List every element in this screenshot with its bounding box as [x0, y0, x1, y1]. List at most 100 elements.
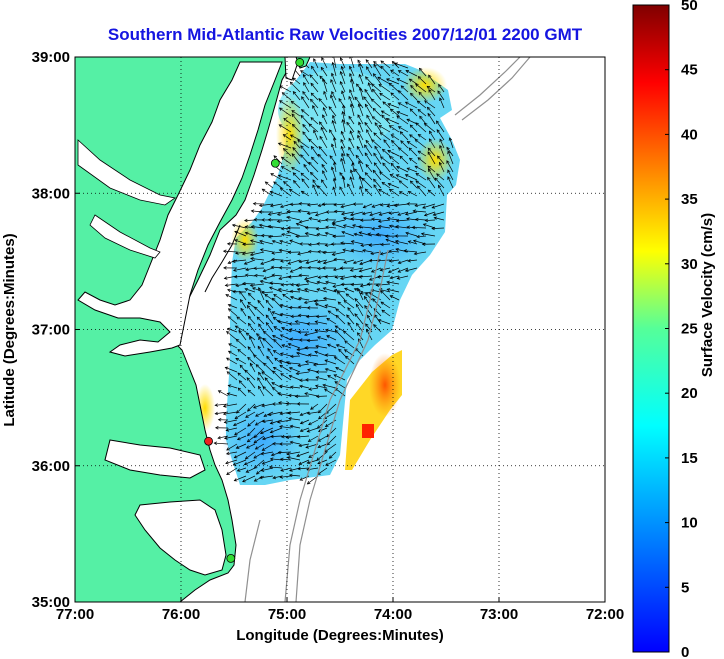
velocity-vector: [217, 435, 229, 439]
velocity-vector-head: [357, 134, 361, 139]
velocity-vector-head: [282, 293, 286, 298]
velocity-vector: [325, 226, 337, 229]
velocity-vector-head: [269, 430, 274, 434]
velocity-vector-head: [322, 296, 327, 301]
velocity-vector: [372, 108, 382, 117]
velocity-vector-head: [313, 129, 317, 134]
velocity-vector-head: [404, 212, 409, 216]
velocity-vector: [381, 309, 391, 317]
velocity-vector: [265, 300, 274, 309]
velocity-vector-head: [367, 314, 371, 319]
velocity-vector: [317, 435, 328, 442]
velocity-vector: [424, 100, 436, 109]
velocity-vector-head: [321, 266, 326, 270]
velocity-vector: [332, 62, 337, 77]
velocity-vector-head: [358, 121, 362, 126]
velocity-vector-head: [291, 167, 295, 171]
velocity-vector: [348, 147, 355, 157]
velocity-vector-head: [427, 147, 432, 152]
velocity-vector-head: [318, 121, 323, 126]
velocity-vector: [364, 172, 373, 181]
velocity-vector-head: [258, 210, 263, 214]
velocity-vector-head: [397, 212, 401, 216]
velocity-vector: [263, 275, 274, 280]
velocity-vector-head: [303, 332, 308, 337]
velocity-vector-head: [328, 106, 332, 110]
velocity-vector: [237, 349, 247, 357]
velocity-vector-head: [352, 274, 357, 279]
velocity-vector-head: [279, 312, 284, 317]
velocity-vector: [359, 87, 364, 101]
velocity-vector-head: [372, 298, 376, 302]
velocity-vector-head: [340, 204, 344, 209]
velocity-vector: [287, 259, 301, 265]
velocity-vector: [259, 475, 274, 479]
velocity-vector: [331, 143, 337, 157]
velocity-vector-head: [331, 222, 336, 227]
velocity-vector: [409, 124, 418, 133]
velocity-vector-head: [298, 259, 302, 264]
velocity-vector: [422, 203, 436, 209]
velocity-vector-head: [312, 105, 316, 109]
velocity-vector: [365, 292, 373, 301]
velocity-vector-head: [326, 317, 330, 322]
velocity-vector: [404, 250, 418, 253]
velocity-vector: [347, 307, 355, 317]
velocity-vector: [247, 419, 256, 427]
velocity-vector-head: [357, 114, 361, 118]
velocity-vector: [378, 189, 391, 197]
velocity-vector-head: [265, 314, 270, 319]
velocity-vector: [389, 188, 400, 197]
velocity-vector-head: [239, 298, 244, 303]
velocity-vector: [247, 403, 256, 412]
velocity-vector-head: [374, 145, 378, 150]
velocity-vector: [332, 187, 337, 197]
velocity-vector-head: [389, 108, 394, 112]
velocity-vector-head: [394, 62, 398, 66]
velocity-vector: [308, 243, 319, 246]
velocity-vector-head: [408, 147, 413, 151]
velocity-vector-head: [253, 455, 258, 459]
velocity-vector: [318, 154, 328, 165]
velocity-vector: [396, 115, 409, 125]
velocity-vector: [308, 387, 319, 390]
colorbar-tick-label: 15: [681, 450, 698, 467]
velocity-vector-head: [297, 209, 302, 213]
velocity-vector: [417, 157, 427, 165]
velocity-vector-head: [362, 249, 366, 253]
velocity-vector: [235, 325, 247, 333]
velocity-vector: [405, 232, 418, 237]
velocity-vector: [335, 330, 346, 341]
velocity-vector-head: [334, 381, 339, 385]
velocity-vector-head: [377, 219, 382, 223]
y-tick-label: 37:00: [32, 322, 70, 339]
velocity-vector: [283, 181, 292, 189]
velocity-vector: [412, 227, 427, 229]
velocity-vector-head: [350, 248, 355, 253]
velocity-vector: [427, 151, 436, 165]
velocity-vector-head: [233, 268, 237, 272]
velocity-vector-head: [377, 76, 381, 80]
velocity-vector: [382, 162, 391, 173]
velocity-vector-head: [390, 69, 394, 73]
velocity-vector-head: [258, 203, 263, 208]
velocity-vector-head: [243, 461, 248, 466]
velocity-vector-head: [377, 224, 382, 229]
velocity-vector: [405, 174, 418, 181]
barrier-islands: [204, 224, 241, 293]
velocity-vectors: [213, 57, 454, 485]
velocity-vector-head: [315, 394, 320, 399]
colorbar-tick-label: 10: [681, 515, 698, 532]
velocity-vector: [244, 259, 256, 265]
velocity-vector: [273, 350, 283, 357]
velocity-vector-head: [324, 353, 329, 357]
velocity-vector: [316, 376, 328, 381]
velocity-vector-head: [368, 258, 373, 263]
velocity-vector: [320, 127, 328, 141]
velocity-vector-head: [238, 329, 242, 334]
velocity-vector: [224, 435, 238, 439]
velocity-vector: [337, 301, 346, 309]
velocity-vector: [262, 188, 274, 197]
velocity-vector-head: [244, 273, 249, 277]
velocity-vector: [322, 114, 328, 125]
